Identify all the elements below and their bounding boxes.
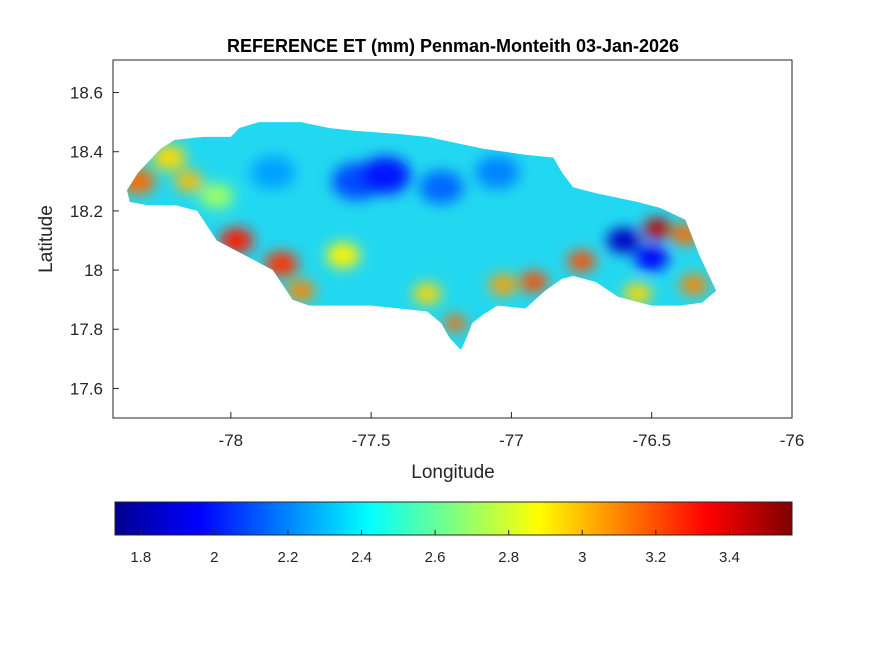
chart-title: REFERENCE ET (mm) Penman-Monteith 03-Jan… (227, 36, 679, 56)
colorbar-tick-label: 1.8 (130, 549, 151, 566)
et-field-cell (359, 156, 411, 195)
et-field-cell (444, 314, 467, 332)
et-field-cell (643, 218, 672, 240)
colorbar-ticks: 1.8 2 2.2 2.4 2.6 2.8 3 3.2 3.4 (130, 530, 740, 566)
colorbar-tick-label: 2.8 (498, 549, 519, 566)
colorbar-tick-label: 2.4 (351, 549, 372, 566)
et-field-cell (489, 274, 517, 296)
x-axis-ticks: -78 -77.5 -77 -76.5 -76 (219, 412, 805, 450)
x-tick-label: -78 (219, 431, 244, 450)
colorbar-tick-label: 2.6 (425, 549, 446, 566)
et-field-cell (679, 274, 708, 296)
et-field-cell (326, 242, 360, 268)
et-map (127, 122, 717, 350)
colorbar-tick-label: 2 (210, 549, 218, 566)
et-field-cell (475, 155, 520, 190)
x-tick-label: -77.5 (352, 431, 391, 450)
y-tick-label: 17.8 (70, 320, 103, 339)
x-tick-label: -76 (780, 431, 805, 450)
y-tick-label: 17.6 (70, 379, 103, 398)
colorbar-tick-label: 2.2 (277, 549, 298, 566)
y-tick-label: 18.6 (70, 84, 103, 103)
colorbar-tick-label: 3.2 (645, 549, 666, 566)
y-tick-label: 18 (84, 261, 103, 280)
x-tick-label: -76.5 (632, 431, 671, 450)
x-tick-label: -77 (499, 431, 524, 450)
et-field-cell (200, 183, 234, 209)
y-tick-label: 18.4 (70, 143, 103, 162)
x-axis-label: Longitude (411, 462, 494, 483)
colorbar-tick-label: 3 (578, 549, 586, 566)
et-field-cell (623, 283, 652, 305)
colorbar-tick-label: 3.4 (719, 549, 740, 566)
et-field-cell (250, 155, 296, 190)
et-field-cell (634, 245, 669, 271)
et-field-cell (567, 250, 596, 272)
et-field-cell (519, 271, 548, 293)
et-field-cell (287, 280, 315, 302)
colorbar (114, 501, 793, 536)
et-field-cell (413, 283, 442, 305)
y-axis-ticks: 17.6 17.8 18 18.2 18.4 18.6 (70, 84, 119, 398)
y-tick-label: 18.2 (70, 202, 103, 221)
et-field-cell (606, 227, 641, 254)
et-field (127, 145, 708, 332)
et-field-cell (418, 170, 464, 204)
y-axis-label: Latitude (36, 205, 57, 273)
et-field-cell (152, 145, 186, 171)
et-field-cell (174, 170, 203, 192)
